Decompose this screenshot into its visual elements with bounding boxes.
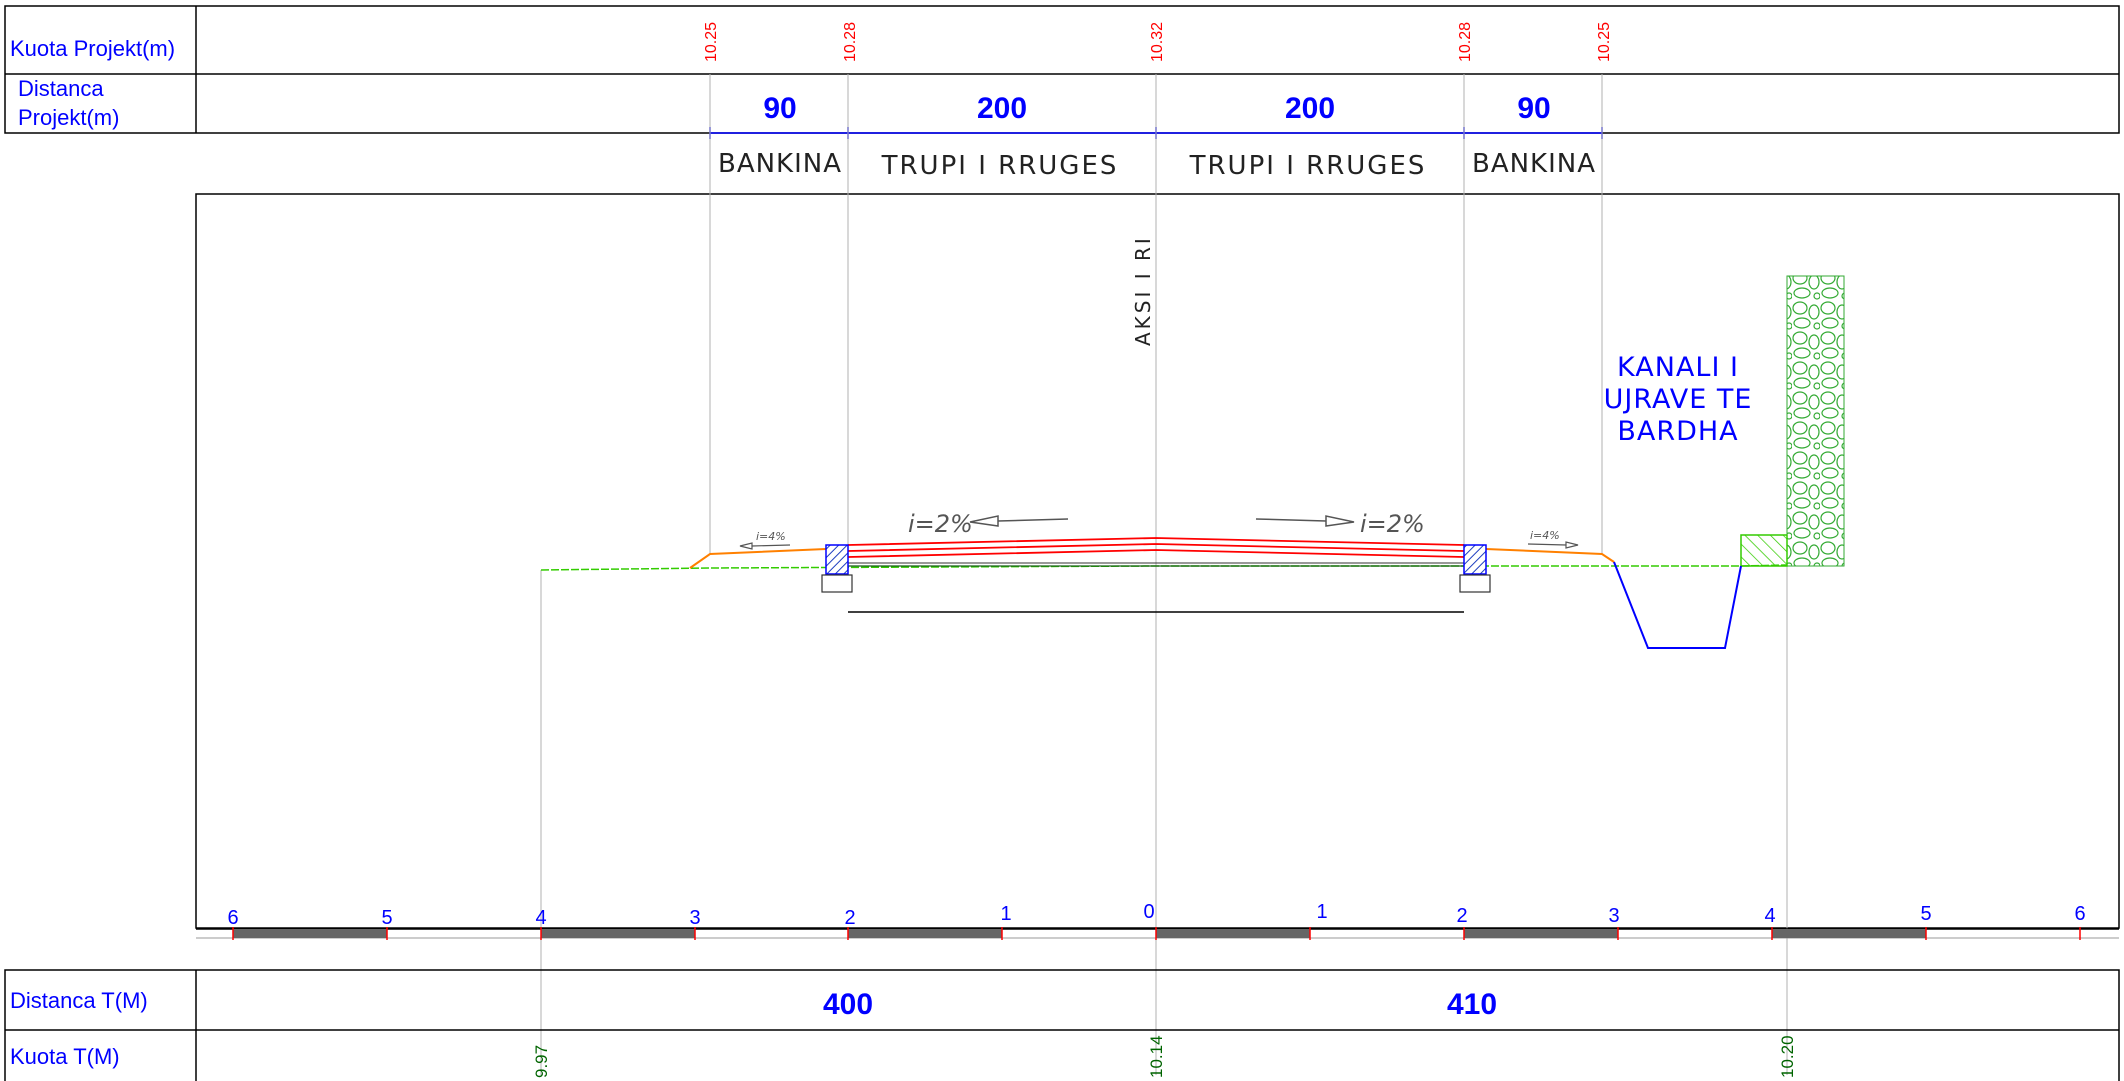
project-distance-3: 200 [1285, 92, 1335, 125]
distanca-projekt-label-line1: Distanca [18, 76, 104, 101]
curb-right [1463, 544, 1487, 575]
scale-tick-left-4: 4 [535, 907, 546, 929]
terrain-distance-1: 400 [823, 988, 873, 1021]
slope-arrow-shoulder-right [1527, 541, 1579, 549]
slope-label-road-left: i=2% [908, 510, 973, 538]
existing-ground-line [540, 564, 1788, 571]
distanca-projekt-label-line2: Projekt(m) [18, 105, 119, 130]
slope-arrow-shoulder-left [739, 542, 791, 550]
canal-label: KANALI I UJRAVE TE BARDHA [1604, 352, 1753, 447]
project-elevation-1: 10.25 [703, 22, 720, 62]
terrain-elevation-2: 10.14 [1147, 1035, 1166, 1078]
slope-label-road-right: i=2% [1360, 510, 1425, 538]
stone-wall [1786, 275, 1845, 567]
terrain-elevation-1: 9.97 [532, 1045, 551, 1078]
scale-tick-right-4: 4 [1764, 905, 1775, 927]
curb-left [825, 544, 849, 575]
shoulder-left [689, 548, 827, 569]
distanca-t-label: Distanca T(M) [10, 988, 148, 1013]
curb-left-base [821, 574, 853, 593]
scale-bar [196, 928, 2119, 939]
scale-tick-left-2: 2 [844, 907, 855, 929]
scale-tick-left-3: 3 [689, 907, 700, 929]
axis-label: AKSI I RI [1131, 235, 1155, 346]
scale-tick-right-5: 5 [1920, 903, 1931, 925]
curb-right-base [1459, 574, 1491, 593]
slope-label-shoulder-right: i=4% [1530, 529, 1560, 542]
slope-arrow-road-right [1255, 515, 1355, 527]
canal-label-line3: BARDHA [1617, 416, 1738, 447]
scale-tick-center-0: 0 [1143, 901, 1154, 923]
scale-tick-right-2: 2 [1456, 905, 1467, 927]
project-elevation-5: 10.25 [1596, 22, 1613, 62]
shoulder-right [1485, 548, 1615, 563]
scale-tick-right-1: 1 [1316, 901, 1327, 923]
slope-label-shoulder-left: i=4% [756, 530, 786, 543]
scale-bar-tick-marks [232, 927, 2081, 940]
scale-tick-right-3: 3 [1608, 905, 1619, 927]
section-label-bankina-left: BANKINA [718, 149, 842, 179]
project-elevation-4: 10.28 [1457, 22, 1474, 62]
project-distance-1: 90 [763, 92, 796, 125]
section-frame [195, 193, 2120, 929]
scale-tick-left-5: 5 [381, 907, 392, 929]
scale-tick-right-6: 6 [2074, 903, 2085, 925]
slope-arrow-road-left [969, 515, 1069, 527]
canal-ditch [1613, 561, 1742, 649]
kuota-projekt-label: Kuota Projekt(m) [10, 36, 175, 61]
section-label-bankina-right: BANKINA [1472, 149, 1596, 179]
project-distance-4: 90 [1517, 92, 1550, 125]
scale-tick-left-6: 6 [227, 907, 238, 929]
scale-tick-left-1: 1 [1000, 903, 1011, 925]
canal-label-line1: KANALI I [1617, 352, 1739, 383]
terrain-distance-2: 410 [1447, 988, 1497, 1021]
guide-lines [540, 74, 1788, 1075]
project-distance-2: 200 [977, 92, 1027, 125]
section-label-trupi-right: TRUPI I RRUGES [1189, 151, 1427, 181]
top-table [4, 5, 2120, 134]
terrain-elevation-3: 10.20 [1778, 1035, 1797, 1078]
project-elevation-3: 10.32 [1149, 22, 1166, 62]
project-elevation-2: 10.28 [842, 22, 859, 62]
bottom-table [4, 969, 2120, 1081]
kuota-t-label: Kuota T(M) [10, 1044, 120, 1069]
road-pavement-layers [847, 537, 1465, 558]
section-label-trupi-left: TRUPI I RRUGES [881, 151, 1119, 181]
wall-base-hatch [1740, 534, 1788, 567]
canal-label-line2: UJRAVE TE [1604, 384, 1753, 415]
